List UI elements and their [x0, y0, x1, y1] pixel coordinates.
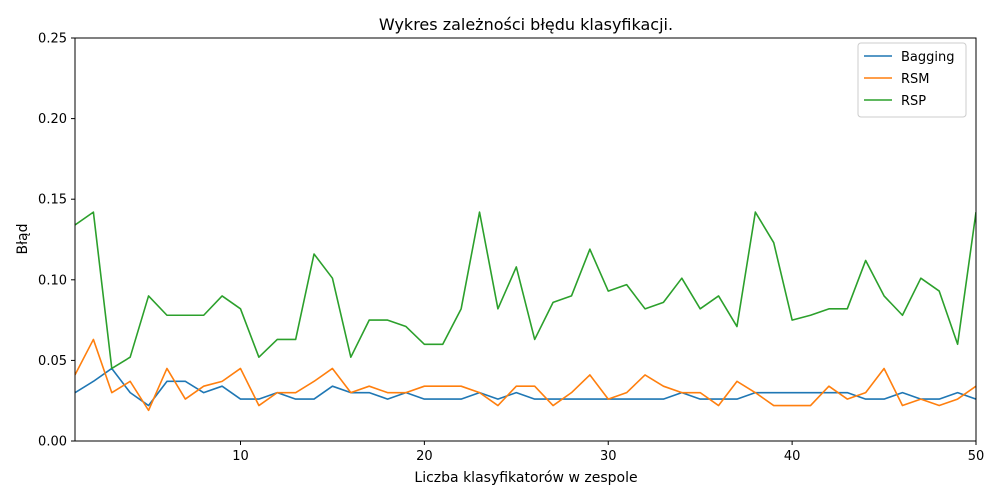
chart-title: Wykres zależności błędu klasyfikacji. — [379, 15, 673, 34]
legend-label-rsm: RSM — [901, 72, 930, 87]
x-tick-label: 50 — [968, 449, 985, 464]
legend: Bagging RSM RSP — [857, 42, 967, 118]
y-tick-label: 0.05 — [38, 354, 67, 369]
axes: 10 20 30 40 50 0.00 0.05 0.10 0.15 0.20 0.25 — [38, 32, 984, 465]
x-tick-label: 40 — [784, 449, 801, 464]
y-tick-label: 0.20 — [38, 112, 67, 127]
y-tick-label: 0.25 — [38, 32, 67, 47]
y-tick-label: 0.00 — [38, 435, 67, 450]
legend-box — [857, 42, 967, 118]
x-tick-label: 30 — [600, 449, 617, 464]
legend-label-rsp: RSP — [901, 94, 926, 109]
x-tick-label: 10 — [232, 449, 249, 464]
y-tick-label: 0.15 — [38, 193, 67, 208]
y-tick-label: 0.10 — [38, 273, 67, 288]
x-tick-label: 20 — [416, 449, 433, 464]
axes-frame — [74, 37, 977, 442]
plot-lines — [75, 211, 976, 412]
legend-label-bagging: Bagging — [901, 50, 955, 65]
series-line-rsm — [75, 338, 976, 412]
series-line-bagging — [75, 367, 976, 407]
y-axis-label: Błąd — [15, 223, 31, 254]
series-line-rsp — [75, 211, 976, 370]
x-axis-label: Liczba klasyfikatorów w zespole — [414, 470, 637, 486]
